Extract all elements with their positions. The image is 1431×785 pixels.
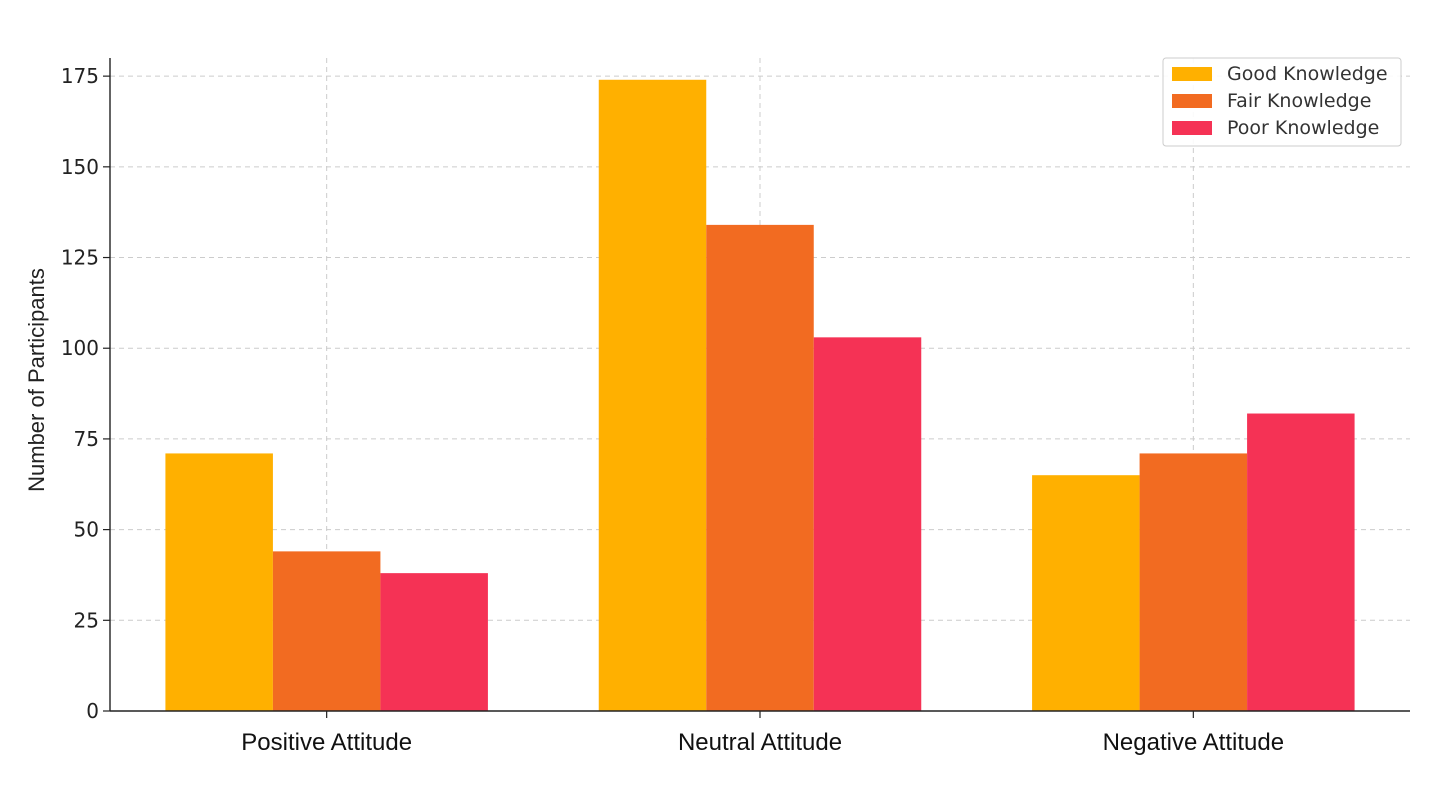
x-category-label: Neutral Attitude — [678, 729, 842, 756]
y-tick-label: 125 — [61, 246, 99, 270]
bar-fair-knowledge-2 — [706, 224, 814, 711]
legend-label: Fair Knowledge — [1227, 90, 1371, 112]
bar-fair-knowledge-1 — [272, 551, 381, 711]
legend-swatch — [1172, 94, 1212, 108]
y-tick-label: 25 — [74, 608, 99, 632]
y-tick-label: 150 — [61, 155, 99, 179]
bar-poor-knowledge-2 — [813, 337, 922, 711]
x-category-label: Negative Attitude — [1103, 729, 1284, 756]
y-tick-label: 75 — [74, 427, 99, 451]
y-tick-label: 100 — [61, 336, 99, 360]
bar-good-knowledge-1 — [165, 453, 273, 711]
legend-label: Poor Knowledge — [1227, 117, 1379, 139]
bar-poor-knowledge-1 — [380, 573, 488, 711]
bar-good-knowledge-2 — [598, 79, 707, 712]
y-axis-title: Number of Participants — [24, 268, 49, 492]
labels-layer: 0 25 50 75 100 125 150 175 Positive Attitude Neut… — [61, 64, 1284, 756]
legend-swatch — [1172, 121, 1212, 135]
bars-layer — [165, 79, 1355, 712]
x-category-label: Positive Attitude — [241, 729, 412, 756]
y-tick-label: 175 — [61, 64, 99, 88]
y-tick-label: 50 — [74, 518, 99, 542]
legend-box — [1162, 57, 1402, 147]
legend-label: Good Knowledge — [1227, 63, 1388, 85]
legend: Good Knowledge Fair Knowledge Poor Knowled… — [1162, 57, 1402, 147]
legend-swatch — [1172, 67, 1212, 81]
bar-poor-knowledge-3 — [1247, 413, 1355, 711]
y-tick-label: 0 — [86, 699, 99, 723]
bar-fair-knowledge-3 — [1139, 453, 1248, 711]
bar-good-knowledge-3 — [1032, 475, 1140, 711]
axes-layer — [103, 58, 1410, 718]
